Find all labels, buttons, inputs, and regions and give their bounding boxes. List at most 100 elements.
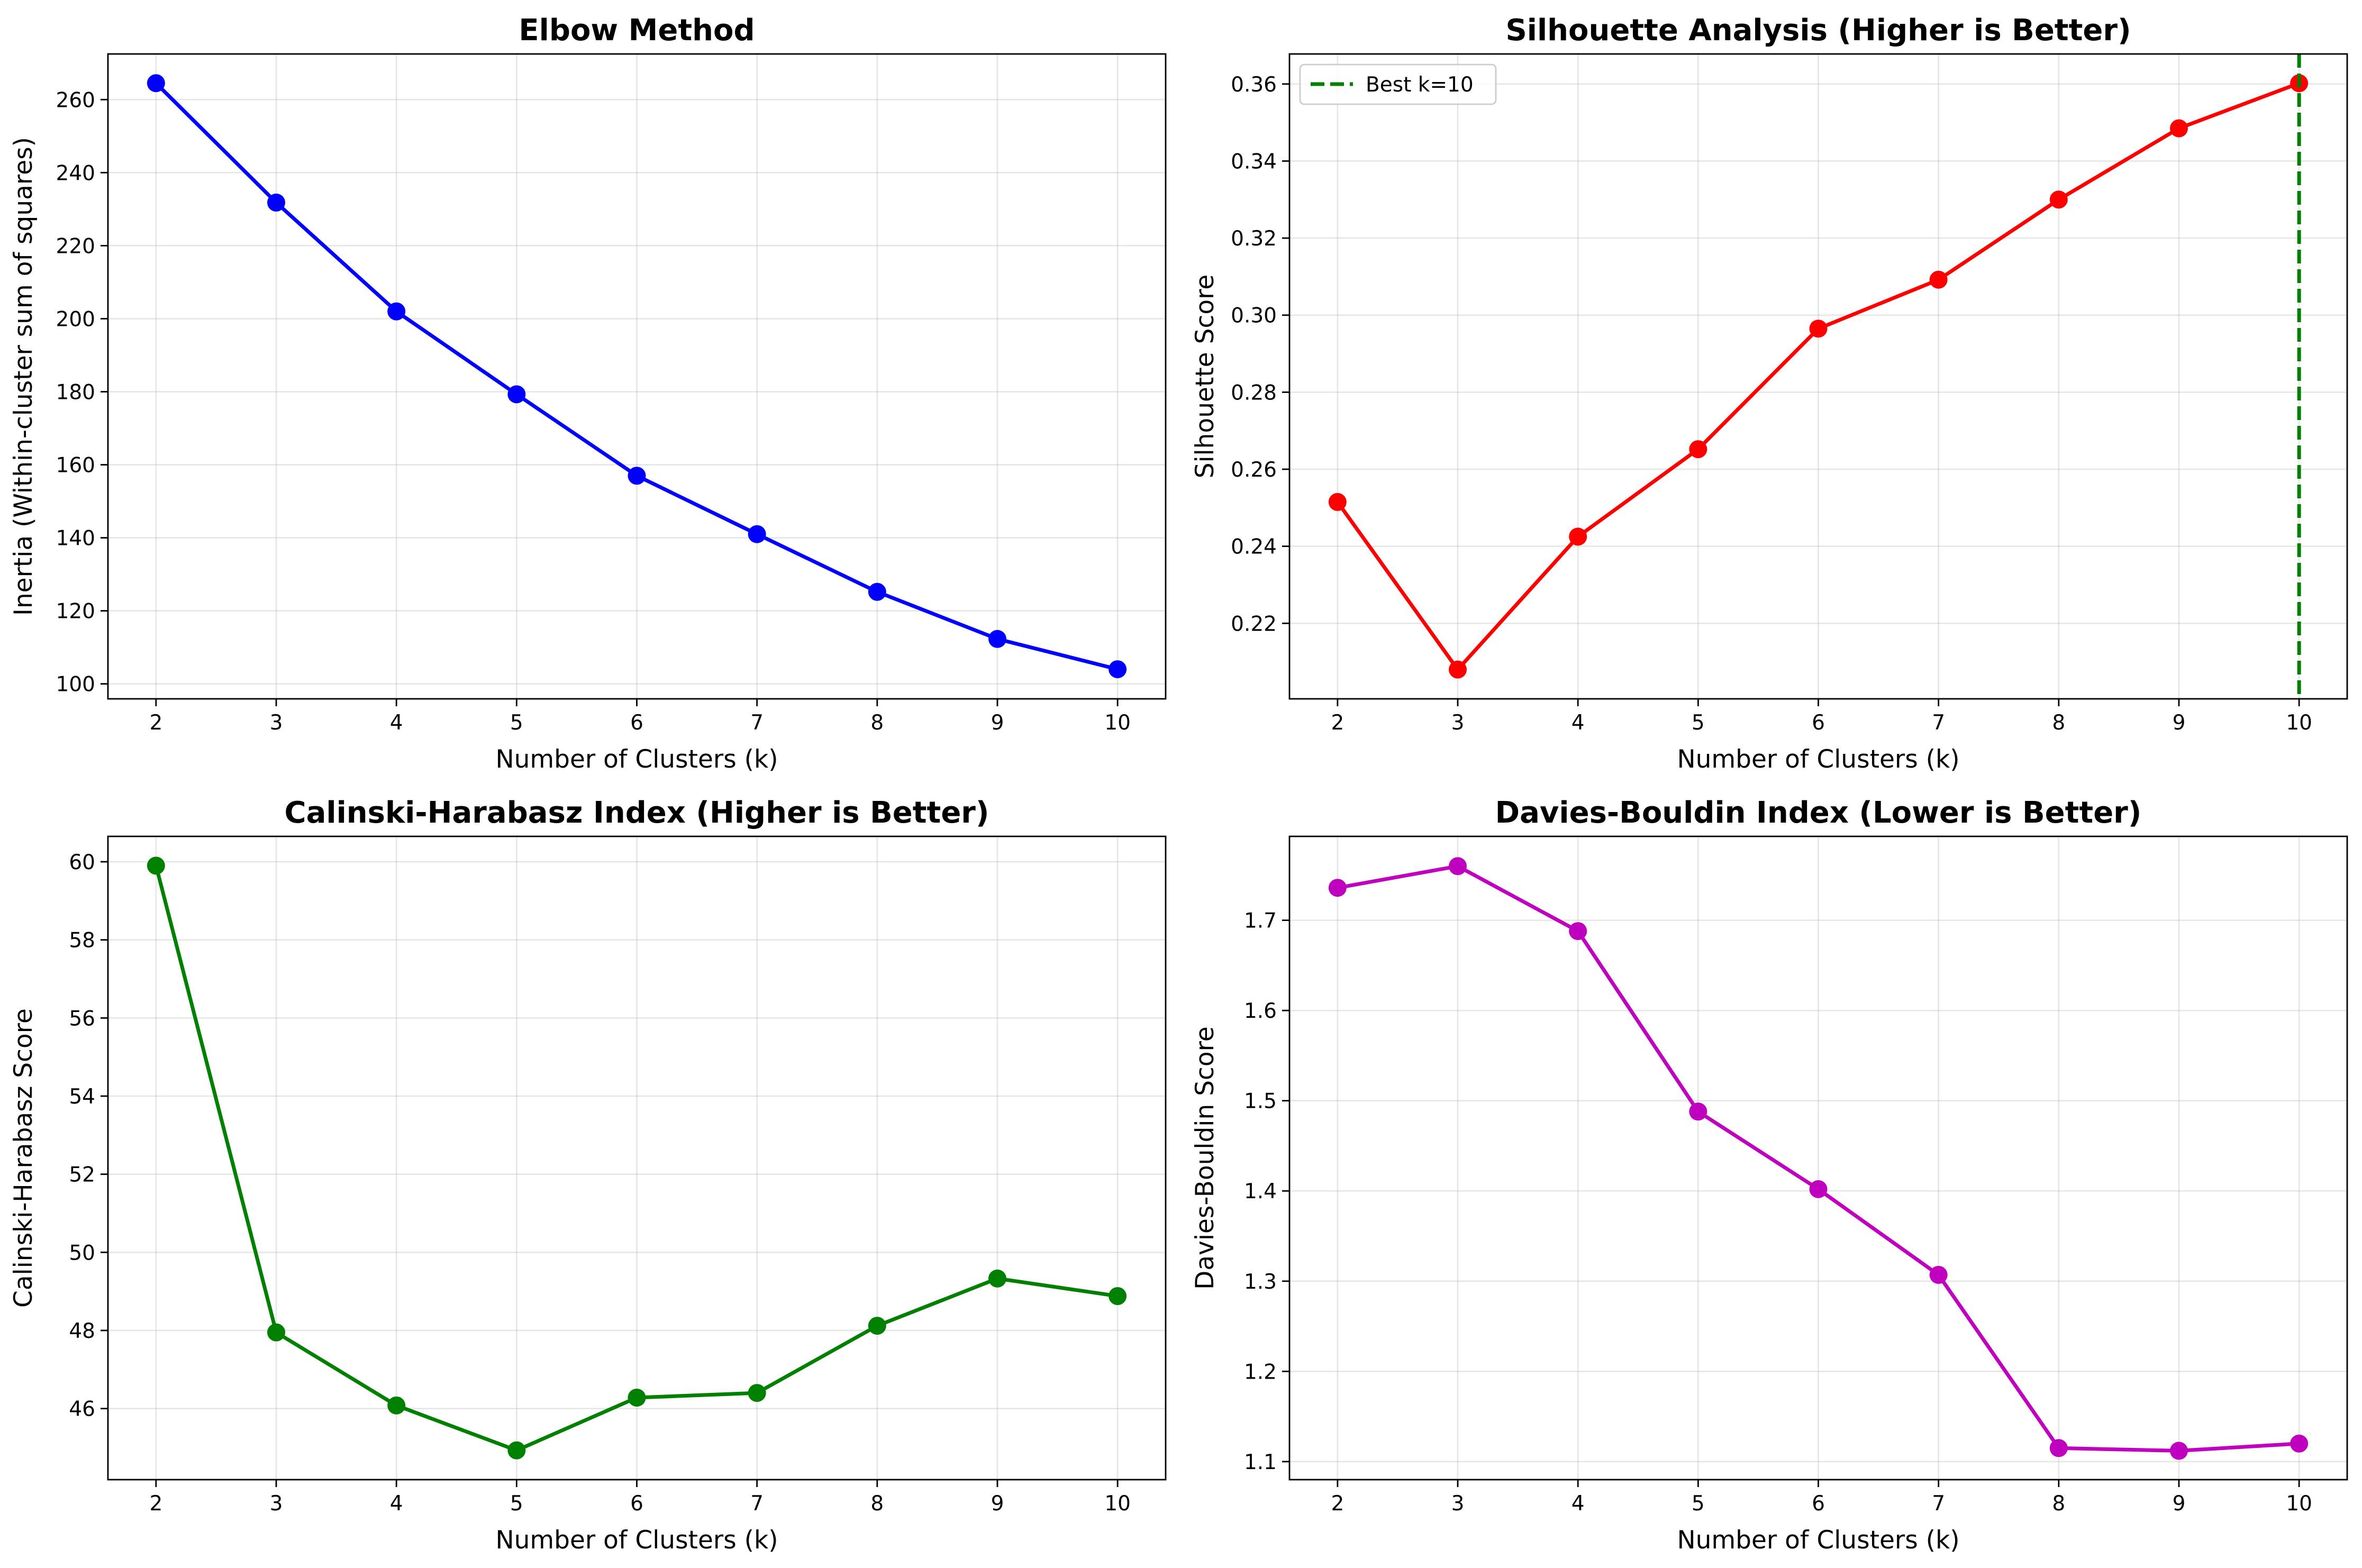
y-tick-label: 50 [69, 1241, 95, 1265]
data-point [1109, 1287, 1127, 1305]
y-tick-label: 0.32 [1231, 227, 1277, 251]
data-point [1689, 1102, 1707, 1121]
data-point [868, 1317, 886, 1335]
plot-frame [107, 53, 1167, 700]
y-tick-label: 120 [56, 600, 95, 624]
x-tick-label: 2 [1331, 1492, 1344, 1516]
x-tick-label: 8 [2052, 1492, 2065, 1516]
data-point [1809, 1180, 1828, 1198]
y-tick-label: 54 [69, 1085, 95, 1109]
y-tick-label: 100 [56, 673, 95, 697]
x-axis-label: Number of Clusters (k) [495, 1526, 778, 1555]
x-tick-label: 10 [1104, 1492, 1131, 1516]
x-tick-label: 2 [1331, 711, 1344, 735]
data-point [2169, 1442, 2188, 1460]
x-tick-label: 2 [149, 711, 162, 735]
y-tick-label: 0.22 [1231, 612, 1277, 636]
data-point [2290, 1434, 2309, 1453]
y-tick-label: 0.36 [1231, 73, 1277, 97]
data-point [628, 467, 646, 485]
x-tick-label: 8 [870, 1492, 884, 1516]
y-tick-label: 0.28 [1231, 381, 1277, 405]
data-point [1449, 857, 1467, 876]
x-tick-label: 8 [2052, 711, 2065, 735]
x-tick-label: 4 [390, 711, 403, 735]
y-tick-label: 180 [56, 380, 95, 404]
data-point [1569, 527, 1587, 546]
x-tick-label: 9 [2173, 1492, 2186, 1516]
y-tick-label: 140 [56, 527, 95, 551]
x-tick-label: 3 [1451, 1492, 1465, 1516]
silhouette-chart: Silhouette Analysis (Higher is Better) N… [1191, 13, 2348, 774]
data-point [628, 1388, 646, 1407]
data-point [748, 1384, 766, 1402]
data-point [387, 1396, 406, 1415]
grid-lines [108, 836, 1166, 1480]
x-tick-label: 4 [1571, 1492, 1585, 1516]
x-tick-label: 7 [750, 711, 764, 735]
x-tick-label: 10 [1104, 711, 1131, 735]
data-point [1109, 660, 1127, 679]
data-point [267, 193, 286, 212]
data-point [1689, 440, 1707, 459]
x-tick-label: 5 [1692, 1492, 1705, 1516]
x-tick-label: 6 [1812, 711, 1825, 735]
x-tick-label: 4 [390, 1492, 403, 1516]
y-tick-label: 260 [56, 88, 95, 112]
x-tick-label: 5 [1692, 711, 1705, 735]
y-tick-label: 160 [56, 454, 95, 478]
data-point [1929, 270, 1948, 289]
data-point [2049, 190, 2068, 209]
elbow-chart: Elbow Method Number of Clusters (k) Iner… [9, 13, 1167, 774]
plot-frame [1288, 835, 2348, 1481]
legend-box [1299, 63, 1497, 105]
data-point [1449, 660, 1467, 679]
y-tick-label: 1.1 [1244, 1451, 1277, 1474]
y-tick-label: 1.7 [1244, 909, 1277, 933]
y-axis-label: Silhouette Score [1191, 275, 1220, 479]
x-tick-label: 7 [1932, 711, 1945, 735]
chart-title: Elbow Method [519, 13, 755, 48]
legend-label: Best k=10 [1366, 73, 1474, 97]
y-axis-label: Calinski-Harabasz Score [9, 1008, 38, 1308]
x-tick-label: 2 [149, 1492, 162, 1516]
x-tick-label: 6 [630, 1492, 643, 1516]
y-tick-label: 1.6 [1244, 999, 1277, 1023]
chart-title: Davies-Bouldin Index (Lower is Better) [1495, 796, 2142, 830]
grid-lines [1289, 836, 2347, 1480]
x-tick-label: 3 [1451, 711, 1465, 735]
data-point [2049, 1439, 2068, 1457]
y-axis-label: Inertia (Within-cluster sum of squares) [9, 137, 38, 616]
data-point [2169, 119, 2188, 138]
data-point [267, 1323, 286, 1342]
y-axis-label: Davies-Bouldin Score [1191, 1026, 1220, 1290]
y-tick-label: 0.34 [1231, 150, 1277, 174]
y-tick-label: 58 [69, 929, 95, 953]
legend: Best k=10 [1299, 63, 1497, 105]
y-tick-label: 0.24 [1231, 535, 1277, 559]
data-point [1929, 1265, 1948, 1284]
y-tick-label: 1.3 [1244, 1270, 1277, 1294]
x-tick-label: 4 [1571, 711, 1585, 735]
chart-title: Calinski-Harabasz Index (Higher is Bette… [284, 796, 989, 830]
data-point [387, 302, 406, 321]
y-tick-label: 200 [56, 307, 95, 331]
y-tick-label: 46 [69, 1398, 95, 1421]
y-tick-label: 220 [56, 234, 95, 258]
data-point [988, 630, 1006, 648]
x-axis-label: Number of Clusters (k) [1677, 745, 1959, 774]
x-tick-label: 5 [510, 1492, 523, 1516]
x-axis-label: Number of Clusters (k) [495, 745, 778, 774]
y-tick-label: 1.4 [1244, 1180, 1277, 1204]
y-tick-label: 56 [69, 1007, 95, 1031]
chart-title: Silhouette Analysis (Higher is Better) [1505, 13, 2131, 48]
x-tick-label: 5 [510, 711, 523, 735]
data-point [1809, 320, 1828, 338]
data-point [1569, 922, 1587, 941]
plot-frame [107, 835, 1167, 1481]
x-tick-label: 9 [991, 1492, 1004, 1516]
data-point [147, 74, 165, 93]
y-tick-label: 0.30 [1231, 304, 1277, 328]
data-point [507, 1441, 526, 1460]
